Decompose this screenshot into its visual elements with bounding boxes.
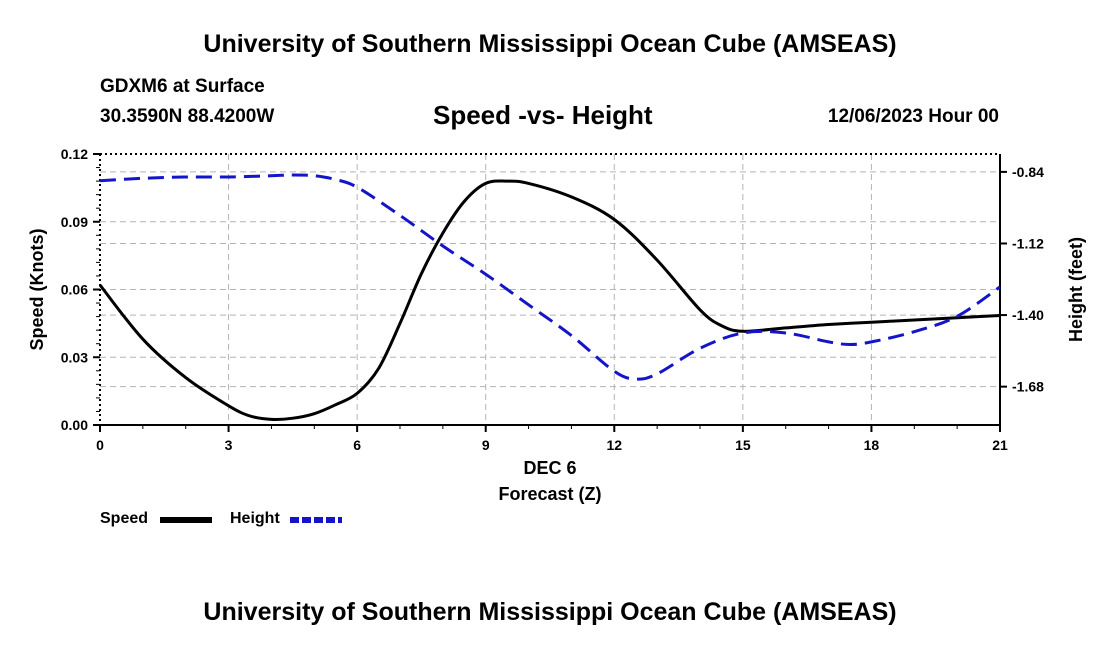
axes-layer: 0 3 6 9 12 15 18 21 0.00 0.03 0.06 0.09 0.12 -0.84 -1.… xyxy=(27,146,1086,504)
x-tick-label: 21 xyxy=(992,437,1008,453)
y2-tick-label: -1.40 xyxy=(1012,307,1044,323)
legend-label-height: Height xyxy=(230,510,280,527)
coordinates-label: 30.3590N 88.4200W xyxy=(100,106,275,127)
x-tick-label: 0 xyxy=(96,437,104,453)
station-label: GDXM6 at Surface xyxy=(100,76,265,97)
y-tick-label: 0.09 xyxy=(61,214,88,230)
chart-main-title: University of Southern Mississippi Ocean… xyxy=(203,30,897,58)
series-line-speed xyxy=(98,179,1001,421)
grid-layer xyxy=(100,154,1000,425)
x-tick-label: 12 xyxy=(606,437,622,453)
x-axis-label-forecast: Forecast (Z) xyxy=(498,484,601,504)
x-tick-label: 18 xyxy=(864,437,880,453)
series-layer xyxy=(98,173,1001,421)
x-tick-label: 15 xyxy=(735,437,751,453)
series-line-height xyxy=(99,173,1001,381)
legend-label-speed: Speed xyxy=(100,510,149,527)
y2-axis-label: Height (feet) xyxy=(1066,237,1086,342)
chart-subtitle: Speed -vs- Height xyxy=(433,100,653,130)
footer-title: University of Southern Mississippi Ocean… xyxy=(203,598,897,626)
y-tick-label: 0.00 xyxy=(61,417,88,433)
y-tick-label: 0.06 xyxy=(61,282,88,298)
y-tick-label: 0.03 xyxy=(61,349,88,365)
y2-tick-label: -0.84 xyxy=(1012,164,1044,180)
y2-tick-label: -1.68 xyxy=(1012,379,1044,395)
x-axis-label: DEC 6 xyxy=(523,458,576,478)
y-tick-label: 0.12 xyxy=(61,146,88,162)
datetime-label: 12/06/2023 Hour 00 xyxy=(827,106,999,127)
x-tick-label: 6 xyxy=(353,437,361,453)
y-axis-label: Speed (Knots) xyxy=(27,228,47,350)
x-tick-label: 9 xyxy=(482,437,490,453)
x-tick-label: 3 xyxy=(225,437,233,453)
y2-tick-label: -1.12 xyxy=(1012,235,1044,251)
